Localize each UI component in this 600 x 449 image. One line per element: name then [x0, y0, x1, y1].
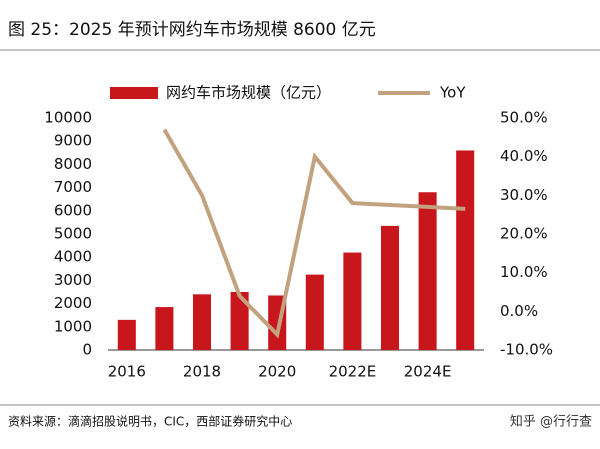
legend-swatch	[110, 87, 158, 99]
x-tick-label: 2024E	[404, 363, 452, 381]
y-tick-label: 10000	[44, 109, 92, 127]
y-tick-label: 7000	[54, 178, 92, 196]
y-tick-label: 6000	[54, 201, 92, 219]
bar	[456, 150, 475, 350]
watermark: 知乎 @行行查	[510, 414, 592, 430]
y2-tick-label: 0.0%	[500, 302, 538, 320]
x-tick-label: 2018	[183, 363, 221, 381]
y-tick-label: 3000	[54, 271, 92, 289]
y-tick-label: 1000	[54, 317, 92, 335]
bar	[155, 307, 174, 350]
bar	[380, 225, 400, 350]
y2-tick-label: 40.0%	[500, 147, 548, 165]
y-tick-label: 0	[82, 341, 92, 359]
bar	[117, 319, 136, 350]
line	[162, 128, 466, 339]
bar	[192, 294, 212, 350]
y2-tick-label: 30.0%	[500, 186, 548, 204]
bar	[418, 192, 437, 350]
y-tick-label: 5000	[54, 225, 92, 243]
x-tick-label: 2016	[108, 363, 146, 381]
y2-tick-label: 20.0%	[500, 225, 548, 243]
y2-tick-label: 10.0%	[500, 263, 548, 281]
legend-label: YoY	[439, 84, 466, 102]
x-tick-label: 2022E	[329, 363, 377, 381]
bar	[343, 252, 362, 350]
y-tick-label: 2000	[54, 294, 92, 312]
chart-title: 图 25：2025 年预计网约车市场规模 8600 亿元	[8, 20, 376, 40]
y2-tick-label: 50.0%	[500, 109, 548, 127]
y-tick-label: 8000	[54, 155, 92, 173]
y2-tick-label: -10.0%	[500, 341, 553, 359]
legend-label: 网约车市场规模（亿元）	[166, 84, 331, 102]
y-tick-label: 4000	[54, 248, 92, 266]
x-tick-label: 2020	[258, 363, 296, 381]
bar	[305, 274, 324, 350]
source: 资料来源：滴滴招股说明书，CIC，西部证券研究中心	[8, 414, 292, 429]
bar	[230, 292, 249, 350]
y-tick-label: 9000	[54, 132, 92, 150]
